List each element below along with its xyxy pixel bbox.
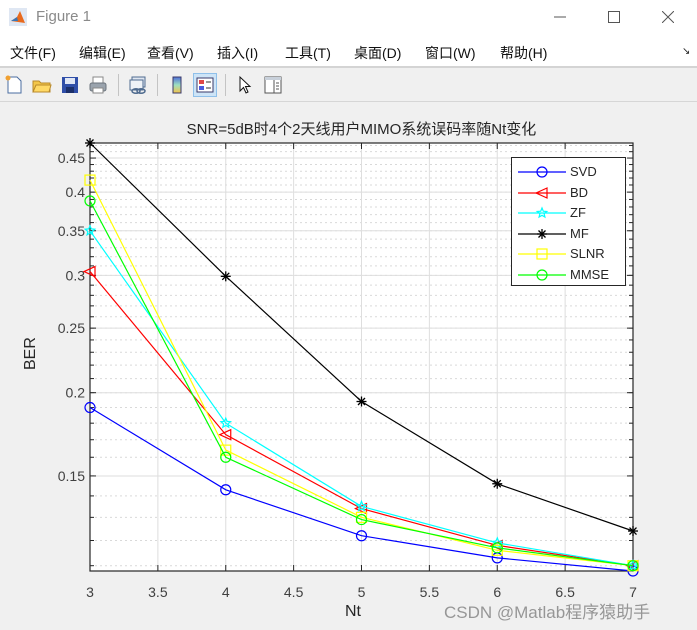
menu-edit[interactable]: 编辑(E) [79,45,126,61]
legend-label: MMSE [570,266,609,282]
legend-label: SVD [570,164,597,179]
y-tick-label: 0.2 [66,385,86,401]
legend-button[interactable] [193,73,217,97]
y-tick-label: 0.4 [66,184,86,200]
square-marker-icon [518,248,566,260]
edit-plot-pointer-icon [239,75,252,94]
new-figure-button[interactable] [2,73,26,97]
legend-label: ZF [570,205,586,220]
save-icon [62,77,78,93]
x-tick-label: 5.5 [420,584,440,600]
y-axis-label: BER [22,337,39,370]
link-plot-button[interactable] [126,73,150,97]
x-tick-label: 6.5 [555,584,575,600]
colorbar-button[interactable] [165,73,189,97]
x-tick-label: 5 [358,584,366,600]
close-icon [662,11,674,23]
y-tick-label: 0.3 [66,267,86,283]
open-file-icon [32,80,52,93]
maximize-icon [608,11,620,23]
menu-insert[interactable]: 插入(I) [217,45,259,61]
legend-label: MF [570,225,589,241]
toolbar-separator [225,74,226,96]
y-tick-label: 0.45 [58,150,85,166]
triangle-left-marker-icon [518,186,566,199]
chart-title: SNR=5dB时4个2天线用户MIMO系统误码率随Nt变化 [186,121,537,138]
open-file-button[interactable] [30,73,54,97]
series-mmse[interactable] [84,195,639,572]
pentagram-marker-icon [518,206,566,219]
y-tick-label: 0.15 [58,468,85,484]
link-plot-icon [129,76,146,95]
print-button[interactable] [86,73,110,97]
colorbar-icon [172,76,182,94]
menu-view[interactable]: 查看(V) [147,45,194,61]
close-button[interactable] [645,0,691,34]
menu-bar: 文件(F) 编辑(E) 查看(V) 插入(I) 工具(T) 桌面(D) 窗口(W… [0,34,697,68]
maximize-button[interactable] [591,0,637,34]
legend-item-zf[interactable]: ZF [512,203,627,223]
title-bar: Figure 1 [0,0,697,34]
window-title: Figure 1 [36,8,92,25]
legend[interactable]: SVD BD ZF MF SLNR MMSE [511,157,626,286]
x-tick-label: 4 [222,584,230,600]
save-button[interactable] [58,73,82,97]
legend-item-mmse[interactable]: MMSE [512,265,627,285]
x-tick-label: 6 [493,584,501,600]
new-figure-icon [5,75,22,94]
circle-marker-icon [518,268,566,281]
menu-tools[interactable]: 工具(T) [285,45,331,61]
x-tick-label: 4.5 [284,584,304,600]
menu-file[interactable]: 文件(F) [10,45,56,61]
print-icon [89,76,107,94]
axes-box [89,142,634,572]
y-tick-label: 0.25 [58,320,85,336]
toolbar-separator [118,74,119,96]
legend-icon [196,77,214,93]
legend-item-svd[interactable]: SVD [512,162,627,182]
menu-desktop[interactable]: 桌面(D) [354,45,402,61]
minimize-icon [554,16,566,18]
legend-label: SLNR [570,246,605,261]
property-inspector-icon [264,76,282,94]
circle-marker-icon [518,166,566,178]
menu-help[interactable]: 帮助(H) [500,45,548,61]
minimize-button[interactable] [537,0,583,34]
y-tick-label: 0.35 [58,223,85,239]
legend-label: BD [570,184,589,200]
dock-arrow-icon[interactable]: ↘ [682,46,691,57]
edit-plot-button[interactable] [233,73,257,97]
x-axis-label: Nt [345,603,361,620]
x-tick-label: 3.5 [148,584,168,600]
toolbar [0,70,697,102]
x-tick-label: 7 [629,584,637,600]
series-mf[interactable] [85,138,638,537]
asterisk-marker-icon [518,228,566,239]
menu-window[interactable]: 窗口(W) [425,45,476,61]
matlab-logo-icon [9,8,27,26]
watermark-text: CSDN @Matlab程序猿助手 [444,603,651,622]
toolbar-separator [157,74,158,96]
property-inspector-button[interactable] [261,73,285,97]
legend-item-slnr[interactable]: SLNR [512,244,627,264]
legend-item-mf[interactable]: MF [512,224,627,244]
legend-item-bd[interactable]: BD [512,183,627,203]
x-tick-label: 3 [86,584,94,600]
